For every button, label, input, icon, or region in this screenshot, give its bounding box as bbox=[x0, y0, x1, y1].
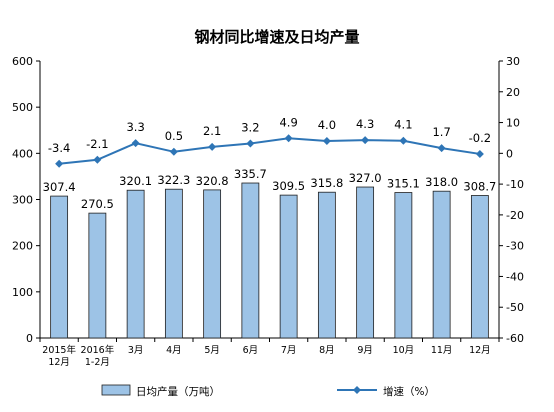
line-value-label: 4.3 bbox=[356, 117, 374, 131]
bar-value-label: 307.4 bbox=[43, 180, 76, 194]
x-tick-label: 12月 bbox=[469, 345, 491, 356]
bar-value-label: 315.8 bbox=[310, 176, 343, 190]
legend-line-label: 增速（%） bbox=[383, 385, 435, 398]
bar-value-label: 322.3 bbox=[157, 173, 190, 187]
x-tick-label: 1-2月 bbox=[85, 357, 110, 368]
bar-value-label: 320.1 bbox=[119, 174, 152, 188]
bar bbox=[356, 186, 375, 339]
bar-value-label: 320.8 bbox=[196, 174, 229, 188]
left-tick-label: 200 bbox=[12, 240, 33, 253]
bar bbox=[126, 189, 145, 339]
line-marker bbox=[322, 137, 331, 146]
bar-value-label: 308.7 bbox=[463, 179, 496, 193]
bar-series bbox=[50, 182, 489, 339]
bar bbox=[394, 192, 413, 339]
line-series bbox=[55, 134, 484, 168]
line-value-label: 4.1 bbox=[394, 118, 412, 132]
left-tick-label: 100 bbox=[12, 286, 33, 299]
left-tick-label: 600 bbox=[12, 55, 33, 68]
axes-group: 0 100 200 300 400 500 600 -60 -50 -40 -30 -20 -10 0 10… bbox=[12, 55, 524, 368]
line-value-label: 3.3 bbox=[126, 120, 144, 134]
x-tick-label: 9月 bbox=[357, 345, 373, 356]
x-tick-label: 12月 bbox=[48, 357, 70, 368]
legend-line-marker bbox=[353, 386, 361, 394]
right-tick-label: 30 bbox=[506, 55, 520, 68]
left-tick-label: 400 bbox=[12, 147, 33, 160]
data-labels: 307.4 270.5 320.1 322.3 320.8 335.7 309.5 315.8… bbox=[43, 115, 497, 211]
bar bbox=[279, 194, 298, 339]
legend-bar-swatch bbox=[101, 384, 131, 396]
right-tick-label: 20 bbox=[506, 86, 520, 99]
line-marker bbox=[131, 139, 140, 148]
line-marker bbox=[93, 155, 102, 164]
right-tick-label: 10 bbox=[506, 117, 520, 130]
bar bbox=[164, 188, 183, 339]
bar bbox=[241, 182, 260, 339]
x-tick-label: 2015年 bbox=[42, 344, 76, 356]
growth-line bbox=[59, 137, 481, 165]
x-tick-label: 7月 bbox=[281, 345, 297, 356]
line-value-label: 4.0 bbox=[318, 118, 336, 132]
x-tick-label: 11月 bbox=[431, 345, 453, 356]
right-tick-label: 0 bbox=[506, 147, 513, 160]
left-tick-label: 300 bbox=[12, 194, 33, 207]
chart-title: 钢材同比增速及日均产量 bbox=[194, 28, 359, 46]
bar-value-label: 315.1 bbox=[387, 177, 420, 191]
line-value-label: 0.5 bbox=[165, 129, 183, 143]
line-marker bbox=[169, 147, 178, 156]
line-value-label: -2.1 bbox=[86, 137, 108, 151]
left-tick-label: 500 bbox=[12, 101, 33, 114]
line-marker bbox=[475, 149, 484, 158]
line-value-label: 4.9 bbox=[279, 115, 297, 129]
right-tick-label: -20 bbox=[506, 209, 524, 222]
bar-value-label: 318.0 bbox=[425, 175, 458, 189]
right-tick-label: -40 bbox=[506, 270, 524, 283]
line-marker bbox=[361, 136, 370, 145]
line-value-label: 2.1 bbox=[203, 124, 221, 138]
bar-value-label: 270.5 bbox=[81, 197, 114, 211]
x-tick-label: 10月 bbox=[393, 345, 415, 356]
line-value-label: -0.2 bbox=[469, 131, 491, 145]
bar bbox=[317, 191, 336, 339]
right-tick-label: -30 bbox=[506, 240, 524, 253]
bar bbox=[50, 195, 69, 339]
line-marker bbox=[437, 144, 446, 153]
line-marker bbox=[246, 139, 255, 148]
bar bbox=[432, 190, 451, 339]
bar bbox=[203, 189, 222, 339]
right-tick-label: -10 bbox=[506, 178, 524, 191]
left-tick-label: 0 bbox=[26, 332, 33, 345]
line-value-label: 3.2 bbox=[241, 120, 259, 134]
line-value-label: 1.7 bbox=[432, 125, 450, 139]
bar-value-label: 335.7 bbox=[234, 167, 267, 181]
x-tick-label: 2016年 bbox=[81, 344, 115, 356]
legend: 日均产量（万吨） 增速（%） bbox=[101, 384, 435, 398]
legend-bar-label: 日均产量（万吨） bbox=[136, 385, 220, 398]
line-marker bbox=[399, 136, 408, 145]
right-tick-label: -60 bbox=[506, 332, 524, 345]
bar bbox=[88, 212, 107, 339]
x-tick-label: 5月 bbox=[204, 345, 220, 356]
right-tick-label: -50 bbox=[506, 301, 524, 314]
line-marker bbox=[55, 159, 64, 168]
bar bbox=[470, 195, 489, 339]
x-tick-label: 4月 bbox=[166, 345, 182, 356]
line-marker bbox=[208, 142, 217, 151]
line-value-label: -3.4 bbox=[48, 141, 70, 155]
x-tick-label: 3月 bbox=[128, 345, 144, 356]
bar-value-label: 309.5 bbox=[272, 179, 305, 193]
x-tick-label: 6月 bbox=[243, 345, 259, 356]
line-marker bbox=[284, 134, 293, 143]
x-tick-label: 8月 bbox=[319, 345, 335, 356]
bar-value-label: 327.0 bbox=[349, 171, 382, 185]
